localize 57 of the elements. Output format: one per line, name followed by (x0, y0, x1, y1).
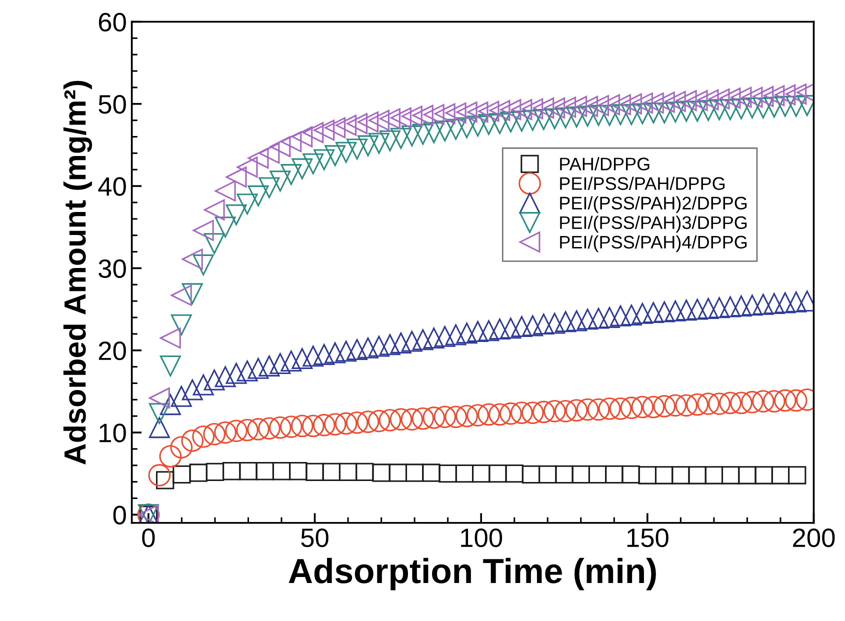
x-axis-title: Adsorption Time (min) (288, 558, 656, 590)
point (572, 465, 590, 484)
y-tick-label: 30 (98, 259, 126, 278)
point (322, 462, 341, 482)
point (588, 465, 607, 484)
legend-label: PAH/DPPG (560, 157, 650, 170)
point (555, 465, 574, 484)
x-tick-label: 100 (461, 528, 502, 548)
point (472, 464, 490, 483)
point (522, 465, 540, 484)
point (538, 465, 557, 484)
y-tick-label: 60 (98, 12, 126, 32)
point (605, 465, 624, 484)
point (239, 462, 258, 480)
y-axis-title: Adsorbed Amount (mg/m²) (63, 80, 92, 464)
point (206, 462, 224, 482)
point (488, 464, 507, 483)
point (289, 462, 308, 480)
legend-label: PEI/(PSS/PAH)2/DPPG (560, 196, 747, 214)
y-tick-label: 0 (113, 506, 126, 524)
point (771, 466, 790, 484)
point (455, 464, 474, 483)
legend-label: PEI/(PSS/PAH)4/DPPG (560, 235, 747, 252)
point (172, 465, 191, 484)
point (272, 462, 291, 480)
point (422, 464, 440, 482)
y-tick-label: 10 (100, 424, 126, 442)
point (505, 464, 524, 483)
point (438, 464, 457, 483)
point (405, 464, 424, 482)
point (256, 462, 274, 480)
x-tick-label: 200 (793, 528, 835, 548)
point (306, 462, 324, 482)
point (372, 464, 390, 482)
point (704, 466, 724, 484)
y-tick-label: 20 (98, 341, 126, 360)
point (721, 466, 740, 484)
point (788, 466, 806, 484)
point (388, 464, 408, 482)
x-tick-label: 0 (142, 528, 155, 548)
x-tick-label: 150 (627, 528, 668, 548)
point (672, 466, 690, 484)
point (654, 466, 674, 484)
legend-label: PEI/(PSS/PAH)3/DPPG (560, 216, 747, 233)
point (688, 466, 706, 484)
point (189, 464, 208, 482)
point (754, 466, 773, 484)
point (356, 462, 374, 482)
y-tick-label: 50 (98, 95, 126, 114)
point (222, 462, 241, 480)
point (622, 465, 640, 484)
point (738, 466, 756, 484)
point (338, 462, 358, 482)
point (638, 466, 657, 484)
legend-label: PEI/PSS/PAH/DPPG (560, 176, 725, 190)
y-tick-label: 40 (98, 177, 126, 196)
x-tick-label: 50 (301, 528, 328, 548)
